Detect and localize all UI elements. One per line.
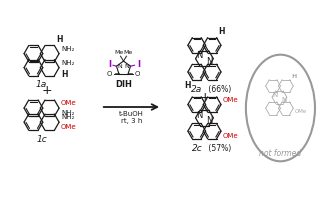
Text: I: I: [108, 60, 111, 69]
Text: H: H: [291, 74, 296, 79]
Text: I: I: [137, 60, 140, 69]
Text: OMe: OMe: [61, 124, 77, 130]
Text: 2c: 2c: [192, 144, 203, 153]
Text: N: N: [206, 57, 213, 66]
Text: H: H: [184, 81, 190, 90]
Ellipse shape: [246, 55, 315, 161]
Text: N: N: [273, 92, 278, 98]
Text: (57%): (57%): [206, 144, 232, 153]
Text: t-BuOH: t-BuOH: [119, 111, 144, 117]
Text: H: H: [219, 27, 225, 36]
Text: (66%): (66%): [206, 85, 232, 94]
Text: N: N: [206, 116, 213, 125]
Text: OMe: OMe: [294, 109, 307, 114]
Text: NH₂: NH₂: [61, 115, 74, 120]
Text: +: +: [199, 91, 210, 104]
Text: OMe: OMe: [223, 97, 239, 103]
Text: N: N: [281, 97, 286, 103]
Text: 1c: 1c: [36, 135, 47, 144]
Text: H: H: [56, 35, 63, 45]
Text: not formed: not formed: [259, 149, 302, 158]
Text: N: N: [118, 64, 122, 69]
Text: Me: Me: [114, 50, 123, 55]
Text: OMe: OMe: [61, 100, 77, 106]
Text: NH₂: NH₂: [61, 60, 74, 66]
Text: O: O: [135, 72, 140, 77]
Text: Me: Me: [124, 50, 133, 55]
Text: 1a: 1a: [36, 80, 47, 89]
Text: 2a: 2a: [191, 85, 203, 94]
Text: N: N: [196, 111, 203, 120]
Text: H: H: [61, 70, 68, 79]
Text: NH₂: NH₂: [61, 110, 74, 116]
Text: O: O: [107, 72, 112, 77]
Text: DIH: DIH: [115, 80, 132, 89]
Text: N: N: [125, 64, 130, 69]
Text: NH₂: NH₂: [61, 46, 74, 52]
Text: rt, 3 h: rt, 3 h: [121, 118, 142, 124]
Text: N: N: [196, 51, 203, 60]
Text: OMe: OMe: [223, 133, 239, 139]
Text: +: +: [41, 84, 52, 97]
